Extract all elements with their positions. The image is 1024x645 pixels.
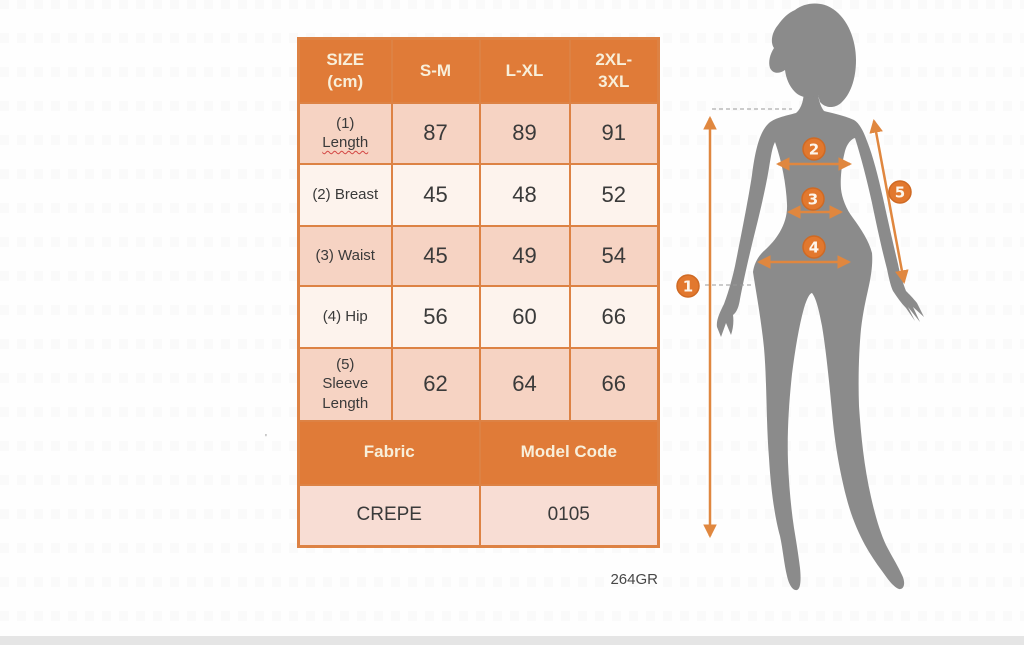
marker-5-circle (888, 180, 912, 204)
marker-4-circle (802, 235, 826, 259)
row-name: Length (322, 134, 369, 151)
sleeve-arrow (869, 118, 909, 285)
marker-2-circle (802, 137, 826, 161)
cell-hip-lxl: 60 (478, 284, 571, 349)
model-code-value: 0105 (478, 483, 660, 548)
cell-breast-sm: 45 (390, 162, 481, 227)
row-label-length: (1) Length (297, 101, 393, 165)
fabric-header-row: Fabric Model Code (297, 419, 660, 486)
table-row: (5) Sleeve Length 62 64 66 (297, 346, 660, 422)
marker-4-label: 4 (809, 239, 819, 257)
cell-waist-sm: 45 (390, 224, 481, 287)
col-header-l-xl: L-XL (478, 37, 571, 104)
table-row: (4) Hip 56 60 66 (297, 284, 660, 349)
marker-3-label: 3 (808, 191, 818, 209)
table-row: (2) Breast 45 48 52 (297, 162, 660, 227)
cell-hip-2xl3xl: 66 (568, 284, 660, 349)
cell-length-lxl: 89 (478, 101, 571, 165)
col-header-s-m: S-M (390, 37, 481, 104)
marker-4: 4 (802, 235, 826, 259)
cell-sleeve-sm: 62 (390, 346, 481, 422)
table-header-row: SIZE (cm) S-M L-XL 2XL- 3XL (297, 37, 660, 104)
marker-1-label: 1 (683, 278, 693, 296)
stray-mark: ' (265, 433, 267, 444)
cell-breast-2xl3xl: 52 (568, 162, 660, 227)
col-header-2xl-3xl: 2XL- 3XL (568, 37, 660, 104)
marker-2-label: 2 (809, 141, 819, 159)
measurement-figure: 1 2 3 4 5 (676, 3, 924, 591)
body-silhouette (716, 88, 924, 591)
model-code-header: Model Code (478, 419, 660, 486)
row-label-sleeve-length: (5) Sleeve Length (297, 346, 393, 422)
marker-3: 3 (801, 187, 825, 211)
fabric-header: Fabric (297, 419, 481, 486)
row-number: (1) (336, 114, 355, 132)
cell-waist-2xl3xl: 54 (568, 224, 660, 287)
fabric-value: CREPE (297, 483, 481, 548)
cell-hip-sm: 56 (390, 284, 481, 349)
marker-3-circle (801, 187, 825, 211)
bottom-gray-strip (0, 636, 1024, 645)
fabric-value-row: CREPE 0105 (297, 483, 660, 548)
marker-2: 2 (802, 137, 826, 161)
row-label-hip: (4) Hip (297, 284, 393, 349)
cell-waist-lxl: 49 (478, 224, 571, 287)
cell-sleeve-lxl: 64 (478, 346, 571, 422)
size-chart-table: SIZE (cm) S-M L-XL 2XL- 3XL (1) Length 8… (297, 37, 660, 548)
table-row: (3) Waist 45 49 54 (297, 224, 660, 287)
weight-code-note: 264GR (610, 571, 658, 588)
cell-length-2xl3xl: 91 (568, 101, 660, 165)
cell-sleeve-2xl3xl: 66 (568, 346, 660, 422)
head-hair-silhouette (769, 3, 856, 108)
row-label-breast: (2) Breast (297, 162, 393, 227)
marker-5: 5 (888, 180, 912, 204)
marker-5-label: 5 (895, 184, 905, 202)
marker-1: 1 (676, 274, 700, 298)
size-unit-header: SIZE (cm) (297, 37, 393, 104)
row-label-waist: (3) Waist (297, 224, 393, 287)
marker-1-circle (676, 274, 700, 298)
cell-breast-lxl: 48 (478, 162, 571, 227)
cell-length-sm: 87 (390, 101, 481, 165)
table-row: (1) Length 87 89 91 (297, 101, 660, 165)
